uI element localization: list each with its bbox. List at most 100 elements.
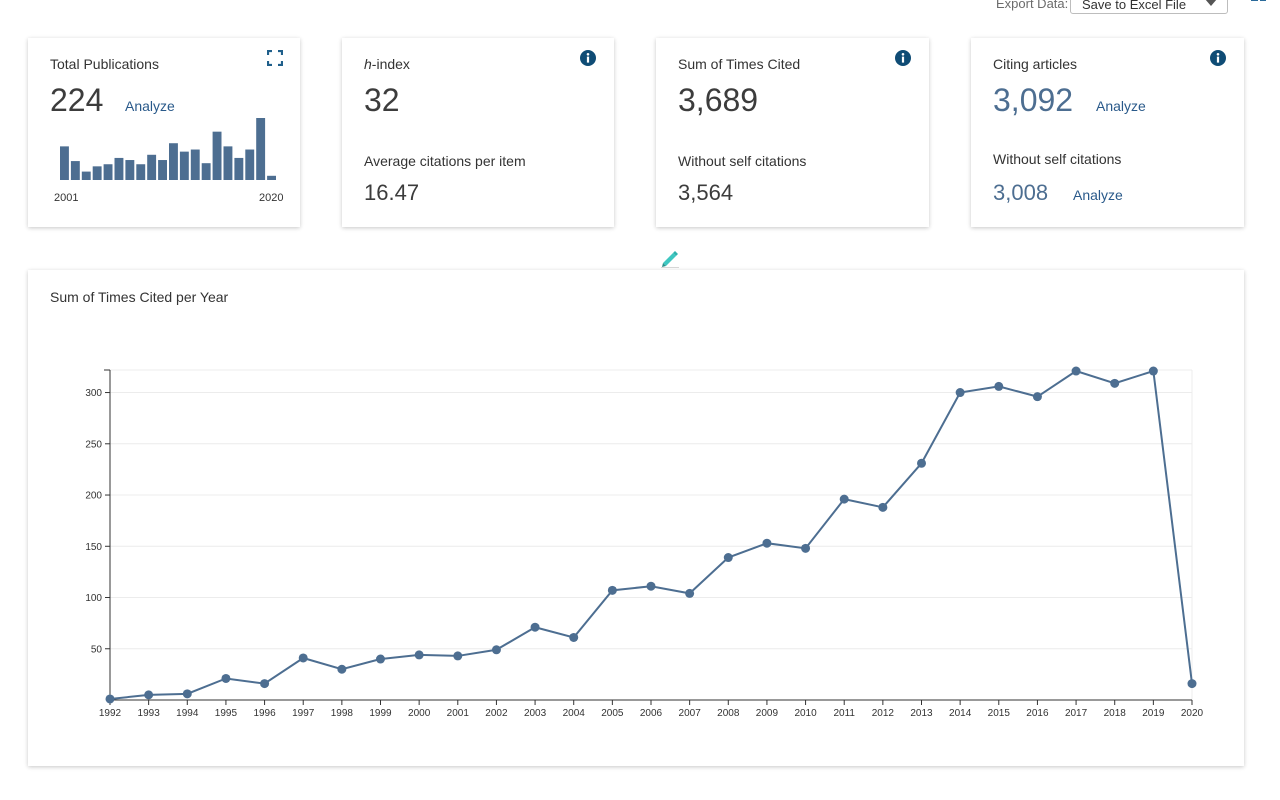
- mini-chart-end-year: 2020: [259, 192, 284, 204]
- data-point[interactable]: [839, 494, 849, 504]
- mini-bar: [169, 143, 178, 180]
- citing-articles-card: Citing articles 3,092 Analyze Without se…: [971, 38, 1244, 227]
- mini-bar: [125, 160, 135, 180]
- times-cited-title: Sum of Times Cited: [678, 56, 801, 72]
- mini-bar: [267, 175, 276, 180]
- data-point[interactable]: [453, 651, 463, 661]
- data-point[interactable]: [491, 645, 501, 655]
- data-point[interactable]: [1071, 366, 1081, 376]
- x-tick-label: 2006: [640, 708, 663, 719]
- data-point[interactable]: [260, 679, 270, 689]
- mini-bar: [212, 131, 222, 180]
- export-data-select[interactable]: Save to Excel File: [1070, 0, 1228, 14]
- data-point[interactable]: [376, 654, 385, 664]
- x-tick-label: 1994: [176, 708, 199, 719]
- times-cited-per-year-card: 50 100 150 200 250 300 1992 1993 1994 1995 1996 199…: [28, 270, 1244, 766]
- data-point[interactable]: [569, 632, 579, 642]
- x-tick-label: 2017: [1065, 708, 1088, 719]
- mini-bar: [81, 171, 91, 180]
- mini-bar: [190, 149, 200, 180]
- x-tick-label: 1995: [215, 708, 238, 719]
- publications-analyze-link[interactable]: Analyze: [125, 98, 175, 114]
- x-tick-label: 1997: [292, 708, 315, 719]
- mini-bar: [103, 164, 113, 180]
- h-index-card: h-index 32 Average citations per item 16…: [342, 38, 614, 227]
- data-point[interactable]: [414, 650, 424, 660]
- x-tick-label: 2011: [833, 708, 855, 719]
- x-tick-label: 1999: [369, 708, 392, 719]
- mini-bar: [234, 157, 244, 180]
- series-line: [109, 369, 1193, 700]
- mini-bar: [201, 163, 211, 180]
- mini-bar: [136, 164, 146, 180]
- expand-icon[interactable]: [267, 50, 283, 66]
- x-tick-label: 2009: [756, 708, 779, 719]
- data-point[interactable]: [298, 653, 308, 663]
- data-point[interactable]: [607, 585, 617, 595]
- mini-bar: [256, 118, 266, 180]
- y-tick-label: 300: [85, 388, 102, 399]
- x-tick-label: 2000: [408, 708, 431, 719]
- x-tick-label: 2014: [949, 708, 972, 719]
- x-tick-label: 2020: [1181, 708, 1204, 719]
- mini-bar: [114, 157, 124, 180]
- y-tick-label: 250: [85, 439, 102, 450]
- x-tick-label: 1992: [99, 708, 122, 719]
- mini-bar: [158, 160, 167, 180]
- mini-bar: [70, 161, 80, 180]
- info-icon[interactable]: [1210, 50, 1226, 66]
- data-point[interactable]: [182, 689, 192, 699]
- data-point[interactable]: [685, 588, 695, 598]
- data-point[interactable]: [337, 664, 347, 674]
- data-point[interactable]: [1187, 679, 1197, 689]
- data-point[interactable]: [144, 690, 154, 700]
- total-publications-value: 224: [50, 82, 104, 118]
- data-point[interactable]: [1032, 392, 1042, 402]
- chevron-down-icon: [1205, 0, 1217, 6]
- x-tick-label: 2010: [794, 708, 817, 719]
- x-tick-label: 1996: [253, 708, 276, 719]
- mini-chart-start-year: 2001: [54, 192, 79, 204]
- x-tick-label: 2004: [563, 708, 586, 719]
- data-point[interactable]: [1110, 378, 1120, 388]
- data-point[interactable]: [530, 622, 540, 632]
- h-index-value: 32: [364, 82, 400, 118]
- data-point[interactable]: [723, 553, 733, 563]
- data-point[interactable]: [917, 458, 926, 468]
- data-point[interactable]: [955, 388, 965, 398]
- mini-bar: [60, 146, 69, 180]
- y-tick-label: 50: [91, 644, 103, 655]
- info-icon[interactable]: [580, 50, 596, 66]
- citing-articles-analyze-link[interactable]: Analyze: [1096, 98, 1146, 114]
- citing-articles-title: Citing articles: [993, 56, 1078, 72]
- citing-without-self-label: Without self citations: [993, 151, 1122, 167]
- chart-title: Sum of Times Cited per Year: [50, 289, 229, 305]
- data-point[interactable]: [994, 381, 1004, 391]
- citing-without-self-analyze-link[interactable]: Analyze: [1073, 187, 1123, 203]
- mini-bar: [179, 151, 189, 180]
- x-tick-label: 2001: [447, 708, 470, 719]
- x-tick-label: 2016: [1026, 708, 1049, 719]
- times-cited-value: 3,689: [678, 82, 759, 118]
- data-point[interactable]: [801, 543, 811, 553]
- h-index-title: h-index: [364, 56, 410, 72]
- x-tick-label: 2018: [1104, 708, 1127, 719]
- data-point[interactable]: [646, 581, 656, 591]
- mini-bar: [223, 146, 233, 180]
- info-icon[interactable]: [895, 50, 911, 66]
- data-point[interactable]: [762, 538, 772, 548]
- average-citations-value: 16.47: [364, 180, 420, 205]
- data-point[interactable]: [1148, 366, 1158, 376]
- data-point[interactable]: [878, 502, 888, 512]
- data-point[interactable]: [105, 694, 115, 704]
- x-tick-label: 1998: [331, 708, 354, 719]
- export-select-value: Save to Excel File: [1082, 0, 1187, 12]
- data-point[interactable]: [221, 673, 231, 683]
- total-publications-card: Total Publications 224 Analyze 2001 2020: [28, 38, 300, 227]
- average-citations-label: Average citations per item: [364, 153, 526, 169]
- x-tick-label: 2002: [485, 708, 508, 719]
- total-publications-title: Total Publications: [50, 56, 159, 72]
- times-cited-card: Sum of Times Cited 3,689 Without self ci…: [656, 38, 929, 227]
- pencil-icon[interactable]: [660, 248, 680, 268]
- collapse-icon[interactable]: [1250, 0, 1266, 8]
